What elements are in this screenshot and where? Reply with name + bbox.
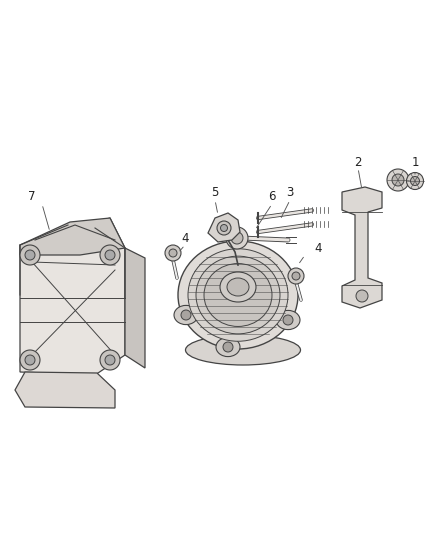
- Circle shape: [410, 176, 420, 185]
- Circle shape: [217, 221, 231, 235]
- Ellipse shape: [174, 305, 198, 325]
- Ellipse shape: [220, 272, 256, 302]
- Circle shape: [20, 350, 40, 370]
- Circle shape: [181, 310, 191, 320]
- Text: 1: 1: [411, 157, 419, 169]
- Circle shape: [105, 250, 115, 260]
- Polygon shape: [15, 372, 115, 408]
- Polygon shape: [208, 213, 240, 242]
- Ellipse shape: [227, 278, 249, 296]
- Circle shape: [25, 250, 35, 260]
- Circle shape: [226, 227, 248, 249]
- Ellipse shape: [178, 241, 298, 349]
- Ellipse shape: [188, 249, 288, 341]
- Ellipse shape: [186, 335, 300, 365]
- Circle shape: [387, 169, 409, 191]
- Text: 7: 7: [28, 190, 36, 203]
- Ellipse shape: [276, 310, 300, 329]
- Circle shape: [231, 232, 243, 244]
- Polygon shape: [125, 248, 145, 368]
- Polygon shape: [20, 218, 125, 375]
- Circle shape: [356, 290, 368, 302]
- Polygon shape: [342, 187, 382, 308]
- Polygon shape: [20, 218, 125, 255]
- Text: 6: 6: [268, 190, 276, 203]
- Circle shape: [283, 315, 293, 325]
- Ellipse shape: [216, 337, 240, 357]
- Circle shape: [392, 174, 404, 186]
- Circle shape: [20, 245, 40, 265]
- Circle shape: [105, 355, 115, 365]
- Text: 5: 5: [211, 187, 219, 199]
- Circle shape: [169, 249, 177, 257]
- Circle shape: [220, 224, 227, 231]
- Text: 4: 4: [181, 231, 189, 245]
- Circle shape: [25, 355, 35, 365]
- Circle shape: [292, 272, 300, 280]
- Circle shape: [288, 268, 304, 284]
- Ellipse shape: [204, 263, 272, 326]
- Circle shape: [165, 245, 181, 261]
- Text: 3: 3: [286, 187, 294, 199]
- Circle shape: [406, 173, 424, 190]
- Circle shape: [223, 342, 233, 352]
- Ellipse shape: [196, 256, 280, 334]
- Text: 4: 4: [314, 241, 322, 254]
- Circle shape: [100, 350, 120, 370]
- Ellipse shape: [41, 273, 103, 343]
- Text: 2: 2: [354, 156, 362, 168]
- Circle shape: [100, 245, 120, 265]
